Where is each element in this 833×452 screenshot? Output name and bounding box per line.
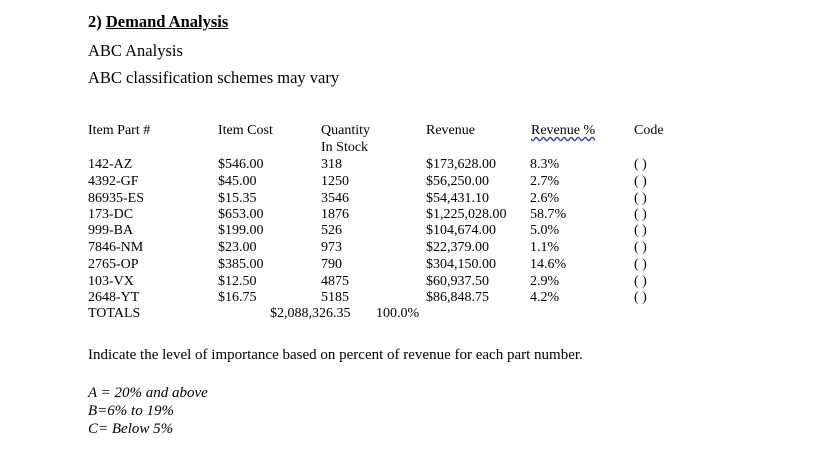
classification-note: ABC classification schemes may vary — [88, 68, 340, 87]
cell-revenue-percent: 4.2% — [530, 290, 560, 305]
cell-revenue: $60,937.50 — [426, 274, 489, 289]
cell-quantity: 1250 — [321, 174, 349, 189]
cell-revenue-percent: 2.7% — [530, 174, 560, 189]
table-row: 999-BA $199.00 526 $104,674.00 5.0% ( ) — [0, 222, 833, 239]
cell-cost: $16.75 — [218, 290, 257, 305]
cell-quantity: 973 — [321, 240, 342, 255]
cell-part: 103-VX — [88, 274, 134, 289]
cell-revenue-percent: 1.1% — [530, 240, 560, 255]
section-heading: 2) Demand Analysis — [88, 12, 228, 32]
cell-cost: $653.00 — [218, 207, 264, 222]
cell-quantity: 3546 — [321, 191, 349, 206]
cell-quantity: 5185 — [321, 290, 349, 305]
cell-cost: $199.00 — [218, 223, 264, 238]
cell-quantity: 318 — [321, 157, 342, 172]
subtitle: ABC Analysis — [88, 41, 183, 60]
legend-c: C= Below 5% — [88, 421, 174, 437]
cell-revenue: $22,379.00 — [426, 240, 489, 255]
cell-cost: $23.00 — [218, 240, 257, 255]
cell-quantity: 790 — [321, 257, 342, 272]
section-number: 2) — [88, 12, 102, 31]
cell-part: 999-BA — [88, 223, 134, 238]
cell-code[interactable]: ( ) — [634, 191, 647, 206]
cell-revenue: $54,431.10 — [426, 191, 489, 206]
cell-part: 2765-OP — [88, 257, 139, 272]
cell-cost: $546.00 — [218, 157, 264, 172]
header-revenue: Revenue — [426, 123, 475, 138]
legend-a: A = 20% and above — [88, 385, 208, 401]
header-quantity: Quantity In Stock — [321, 122, 370, 156]
table-row: 103-VX $12.50 4875 $60,937.50 2.9% ( ) — [0, 273, 833, 290]
legend-b: B=6% to 19% — [88, 403, 174, 419]
totals-revenue: $2,088,326.35 — [270, 306, 351, 321]
cell-revenue-percent: 2.6% — [530, 191, 560, 206]
cell-revenue-percent: 8.3% — [530, 157, 560, 172]
cell-cost: $45.00 — [218, 174, 257, 189]
cell-code[interactable]: ( ) — [634, 207, 647, 222]
cell-code[interactable]: ( ) — [634, 223, 647, 238]
cell-quantity: 1876 — [321, 207, 349, 222]
cell-revenue-percent: 5.0% — [530, 223, 560, 238]
header-revenue-percent: Revenue % — [531, 123, 596, 138]
table-row: 2648-YT $16.75 5185 $86,848.75 4.2% ( ) — [0, 289, 833, 306]
cell-revenue-percent: 58.7% — [530, 207, 567, 222]
cell-revenue: $86,848.75 — [426, 290, 489, 305]
table-row: 4392-GF $45.00 1250 $56,250.00 2.7% ( ) — [0, 173, 833, 190]
cell-part: 173-DC — [88, 207, 134, 222]
cell-cost: $12.50 — [218, 274, 257, 289]
cell-part: 2648-YT — [88, 290, 140, 305]
cell-revenue-percent: 14.6% — [530, 257, 567, 272]
totals-percent: 100.0% — [376, 306, 420, 321]
cell-revenue: $304,150.00 — [426, 257, 496, 272]
table-row: 7846-NM $23.00 973 $22,379.00 1.1% ( ) — [0, 239, 833, 256]
cell-part: 86935-ES — [88, 191, 144, 206]
cell-quantity: 526 — [321, 223, 342, 238]
header-quantity-line2: In Stock — [321, 140, 369, 155]
header-code: Code — [634, 123, 664, 138]
table-row: 142-AZ $546.00 318 $173,628.00 8.3% ( ) — [0, 156, 833, 173]
table-row: 2765-OP $385.00 790 $304,150.00 14.6% ( … — [0, 256, 833, 273]
cell-revenue-percent: 2.9% — [530, 274, 560, 289]
cell-code[interactable]: ( ) — [634, 290, 647, 305]
header-quantity-line1: Quantity — [321, 123, 370, 138]
cell-code[interactable]: ( ) — [634, 274, 647, 289]
cell-code[interactable]: ( ) — [634, 157, 647, 172]
cell-cost: $15.35 — [218, 191, 257, 206]
section-title: Demand Analysis — [105, 12, 229, 31]
totals-row: TOTALS $2,088,326.35 100.0% — [0, 305, 833, 322]
cell-part: 7846-NM — [88, 240, 144, 255]
cell-revenue: $1,225,028.00 — [426, 207, 507, 222]
cell-revenue: $56,250.00 — [426, 174, 489, 189]
cell-quantity: 4875 — [321, 274, 349, 289]
header-item-part: Item Part # — [88, 123, 151, 138]
table-row: 173-DC $653.00 1876 $1,225,028.00 58.7% … — [0, 206, 833, 223]
cell-code[interactable]: ( ) — [634, 174, 647, 189]
cell-code[interactable]: ( ) — [634, 257, 647, 272]
instruction-text: Indicate the level of importance based o… — [88, 347, 583, 363]
totals-label: TOTALS — [88, 306, 141, 321]
cell-part: 142-AZ — [88, 157, 133, 172]
table-row: 86935-ES $15.35 3546 $54,431.10 2.6% ( ) — [0, 190, 833, 207]
cell-code[interactable]: ( ) — [634, 240, 647, 255]
cell-revenue: $173,628.00 — [426, 157, 496, 172]
cell-revenue: $104,674.00 — [426, 223, 496, 238]
cell-part: 4392-GF — [88, 174, 139, 189]
header-item-cost: Item Cost — [218, 123, 273, 138]
cell-cost: $385.00 — [218, 257, 264, 272]
